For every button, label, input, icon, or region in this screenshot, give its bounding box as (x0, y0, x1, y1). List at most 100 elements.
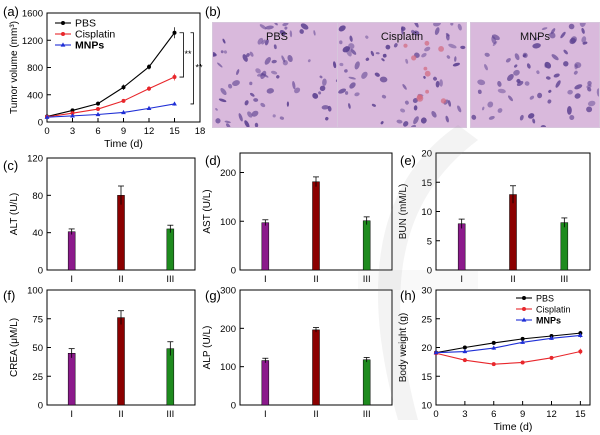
nucleus (348, 103, 351, 109)
nucleus (273, 44, 277, 50)
xtick-label-a: 15 (169, 126, 180, 137)
nucleus (260, 70, 267, 79)
point-a-mnps (95, 111, 101, 117)
nucleus (553, 73, 560, 78)
nucleus (270, 70, 278, 75)
nucleus (491, 36, 497, 45)
nucleus (537, 92, 543, 99)
ytick-label-f: 0 (38, 401, 43, 412)
xtick-label-e: II (510, 274, 515, 285)
series-line-a-mnps (46, 103, 175, 118)
histology-mnps-image (471, 23, 599, 127)
histology-pbs: PBS (212, 22, 342, 128)
nucleus (287, 55, 293, 62)
histology-label-cisplatin: Cisplatin (380, 31, 424, 43)
nucleus (400, 108, 406, 113)
nucleus (567, 89, 573, 95)
nucleus (238, 113, 243, 122)
nucleus (560, 31, 566, 39)
nucleus (569, 37, 576, 45)
nucleus (579, 23, 586, 27)
nucleus (581, 27, 585, 34)
nucleus (547, 99, 552, 104)
nucleus (271, 59, 277, 64)
point-h-mnps (462, 348, 468, 354)
nucleus (519, 114, 524, 121)
nucleus (574, 62, 582, 69)
nucleus (548, 89, 552, 93)
point-h-cisplatin (462, 358, 467, 363)
nucleus (484, 52, 490, 57)
panel-label-a: (a) (3, 4, 19, 19)
nucleus (536, 70, 540, 75)
nucleus (522, 54, 527, 58)
nucleus (215, 118, 221, 124)
nucleus (477, 79, 486, 86)
nucleus (261, 39, 266, 45)
point-a-mnps (44, 114, 50, 119)
nucleus (587, 87, 592, 92)
nucleus (424, 46, 431, 52)
red-blood-cell (438, 46, 444, 52)
legend-label-h: PBS (536, 294, 554, 304)
nucleus (299, 29, 304, 34)
nucleus (446, 55, 451, 59)
nucleus (484, 64, 488, 71)
nucleus (272, 114, 276, 118)
xtick-label-h: 0 (433, 409, 438, 420)
nucleus (551, 54, 559, 61)
nucleus (307, 59, 311, 63)
nucleus (533, 37, 539, 41)
ytick-label-c: 120 (27, 154, 43, 165)
point-h-mnps (577, 332, 583, 338)
bar-f-3 (166, 348, 175, 406)
nucleus (342, 46, 351, 53)
series-line-a-cisplatin (46, 76, 175, 118)
nucleus (439, 79, 443, 87)
nucleus (423, 75, 426, 79)
panel-label-e: (e) (400, 153, 416, 168)
nucleus (457, 23, 462, 31)
bar-d-3 (362, 220, 371, 271)
ytick-label-f: 25 (32, 372, 43, 383)
tissue-background (338, 23, 466, 127)
bar-e-1 (457, 223, 466, 271)
nucleus (217, 62, 223, 68)
red-blood-cell (416, 94, 424, 102)
tissue-background (213, 23, 341, 127)
xtick-label-f: II (118, 409, 123, 420)
nucleus (325, 116, 329, 121)
legend-label-a: Cisplatin (75, 29, 115, 41)
nucleus (513, 69, 520, 76)
point-h-cisplatin (491, 362, 496, 367)
xtick-label-h: 12 (546, 409, 557, 420)
legend-label-a: MNPs (75, 40, 104, 52)
nucleus (381, 94, 387, 99)
nucleus (497, 80, 502, 87)
nucleus (505, 58, 511, 63)
nucleus (322, 78, 327, 86)
point-a-cisplatin (147, 86, 151, 91)
nucleus (569, 115, 575, 120)
panel-label-b: (b) (205, 4, 221, 19)
histology-mnps: MNPs (470, 22, 600, 128)
nucleus (457, 105, 462, 113)
nucleus (435, 80, 440, 88)
xtick-label-a: 9 (121, 126, 126, 137)
point-h-pbs (520, 336, 525, 341)
nucleus (222, 38, 226, 44)
ylabel-c: ALT (U/L) (9, 193, 20, 235)
xtick-label-c: II (118, 274, 123, 285)
nucleus (405, 58, 409, 64)
nucleus (555, 80, 561, 88)
ytick-label-g: 200 (220, 324, 236, 335)
nucleus (228, 83, 233, 89)
point-a-mnps (146, 105, 152, 110)
nucleus (365, 57, 370, 61)
